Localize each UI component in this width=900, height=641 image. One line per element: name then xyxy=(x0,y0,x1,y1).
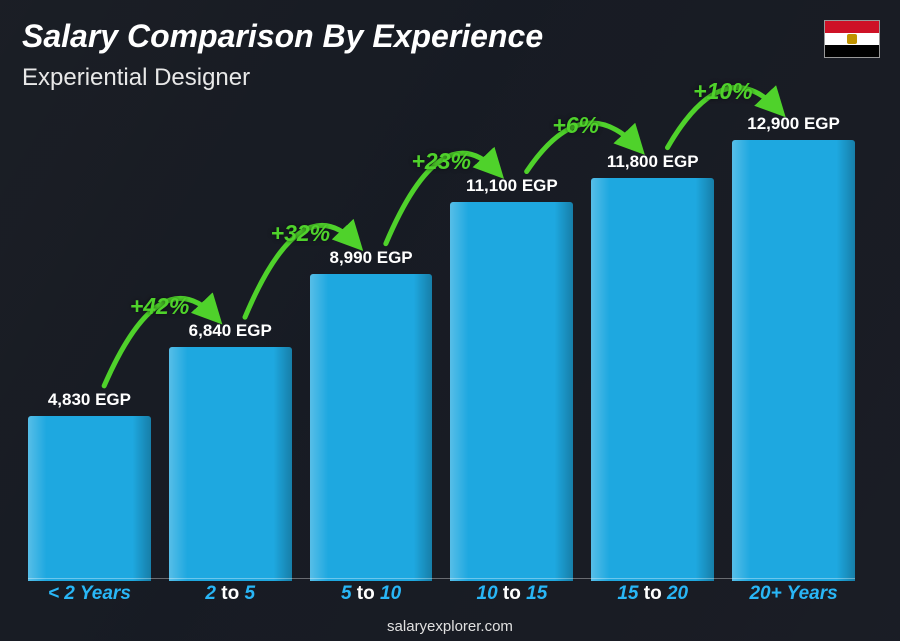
chart-title: Salary Comparison By Experience xyxy=(22,18,543,55)
bar-slot: 11,800 EGP xyxy=(591,152,714,581)
bar-slot: 6,840 EGP xyxy=(169,321,292,581)
x-axis: < 2 Years 2 to 5 5 to 10 10 to 15 15 to 20 20… xyxy=(28,578,855,605)
increase-percent-label: +42% xyxy=(130,293,189,320)
bar xyxy=(732,140,855,581)
bar-value-label: 8,990 EGP xyxy=(329,248,412,268)
bar-chart: 4,830 EGP 6,840 EGP 8,990 EGP 11,100 EGP 11,… xyxy=(28,110,855,581)
x-tick: < 2 Years xyxy=(28,579,151,605)
infographic-container: Salary Comparison By Experience Experien… xyxy=(0,0,900,641)
chart-subtitle: Experiential Designer xyxy=(22,64,250,92)
x-tick: 2 to 5 xyxy=(169,579,292,605)
bar xyxy=(169,347,292,581)
bar-slot: 12,900 EGP xyxy=(732,114,855,581)
bar xyxy=(28,416,151,581)
source-footer: salaryexplorer.com xyxy=(0,618,900,635)
flag-stripe-black xyxy=(825,45,879,57)
x-tick: 10 to 15 xyxy=(450,579,573,605)
increase-percent-label: +6% xyxy=(552,112,599,139)
country-flag-icon xyxy=(824,20,880,58)
bar-slot: 11,100 EGP xyxy=(450,176,573,581)
bar xyxy=(591,178,714,581)
bar-slot: 4,830 EGP xyxy=(28,390,151,581)
x-tick: 15 to 20 xyxy=(591,579,714,605)
increase-percent-label: +10% xyxy=(693,78,752,105)
bar-value-label: 12,900 EGP xyxy=(747,114,840,134)
increase-percent-label: +32% xyxy=(271,220,330,247)
bar xyxy=(310,274,433,581)
flag-stripe-red xyxy=(825,21,879,33)
x-tick: 5 to 10 xyxy=(310,579,433,605)
bar xyxy=(450,202,573,581)
bar-value-label: 11,800 EGP xyxy=(607,152,699,172)
flag-emblem-icon xyxy=(847,34,857,44)
bar-value-label: 6,840 EGP xyxy=(189,321,272,341)
increase-percent-label: +23% xyxy=(412,148,471,175)
bar-slot: 8,990 EGP xyxy=(310,248,433,581)
flag-stripe-white xyxy=(825,33,879,45)
x-tick: 20+ Years xyxy=(732,579,855,605)
bar-value-label: 4,830 EGP xyxy=(48,390,131,410)
bar-value-label: 11,100 EGP xyxy=(466,176,558,196)
